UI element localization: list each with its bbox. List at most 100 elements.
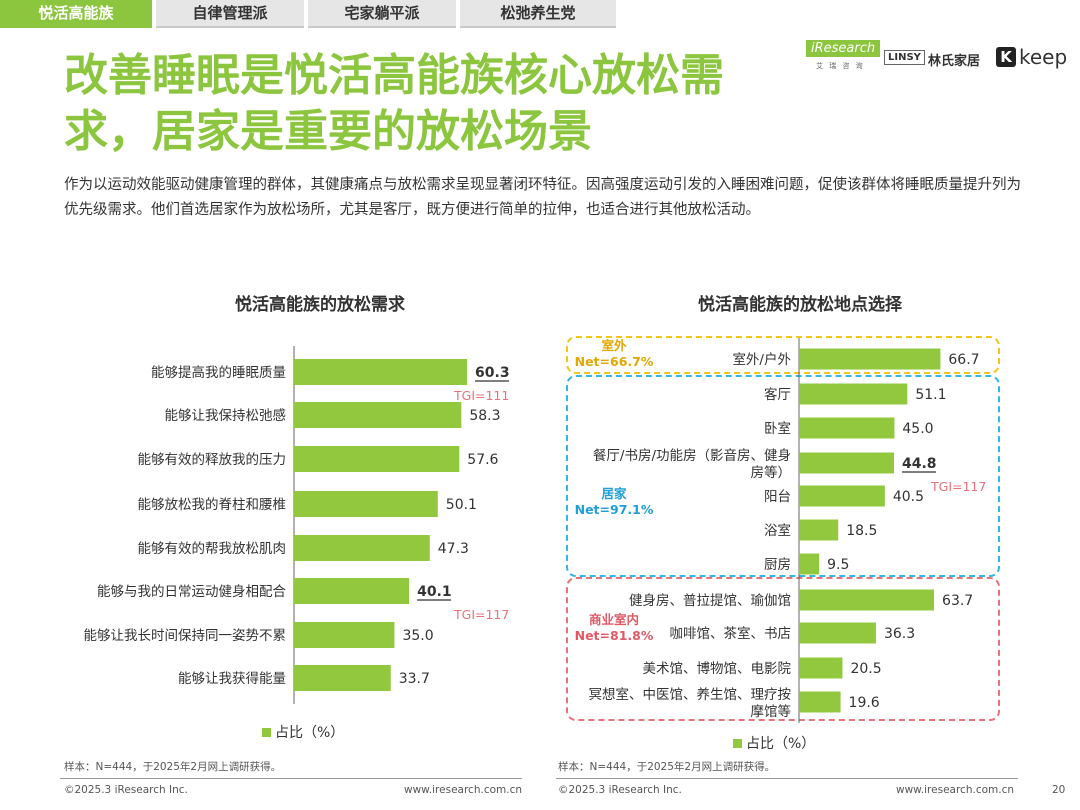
left-chart-value-label: 58.3 <box>469 408 500 424</box>
copyright-left: ©2025.3 iResearch Inc. <box>64 784 188 796</box>
right-chart-value-label: 19.6 <box>849 695 880 711</box>
right-chart-category-label: 室外/户外 <box>732 351 791 368</box>
left-chart-bar <box>294 535 430 561</box>
right-chart-value-label: 36.3 <box>884 626 915 642</box>
left-chart-value-label: 35.0 <box>402 628 433 644</box>
right-chart-bar <box>799 452 894 474</box>
left-chart-bar <box>294 359 468 385</box>
partner-logos: iResearch 艾 瑞 咨 询 LINSY 林氏家居 K keep <box>806 40 1076 76</box>
left-chart-bar <box>294 622 395 648</box>
iresearch-logo: iResearch <box>806 40 881 57</box>
right-chart-bar <box>799 519 839 541</box>
linsy-logo: LINSY <box>884 50 925 65</box>
left-chart-bar <box>294 665 391 691</box>
sample-note-right: 样本：N=444，于2025年2月网上调研获得。 <box>558 761 776 773</box>
right-chart-bar <box>799 553 820 575</box>
right-chart-category-label: 摩馆等 <box>751 703 792 720</box>
right-chart-category-label: 美术馆、博物馆、电影院 <box>643 660 792 677</box>
tab-active[interactable]: 悦活高能族 <box>0 0 152 28</box>
right-chart-value-label: 40.5 <box>893 489 924 505</box>
right-chart-value-label: 66.7 <box>948 352 979 368</box>
right-chart-bar <box>799 348 941 370</box>
left-chart-category-label: 能够让我获得能量 <box>178 670 286 687</box>
commercial-group-name: 商业室内 <box>588 612 639 627</box>
right-chart-value-label: 51.1 <box>915 387 946 403</box>
tab[interactable]: 宅家躺平派 <box>308 0 456 28</box>
left-chart-category-label: 能够有效的帮我放松肌肉 <box>138 541 287 557</box>
outdoor-group-label: 室外 Net=66.7% <box>568 338 660 370</box>
left-chart-category-label: 能够放松我的脊柱和腰椎 <box>138 497 287 513</box>
copyright-right: ©2025.3 iResearch Inc. <box>558 784 682 796</box>
keep-logo: keep <box>1019 45 1068 69</box>
left-chart-value-label: 47.3 <box>438 541 469 557</box>
right-chart-category-label: 冥想室、中医馆、养生馆、理疗按 <box>589 686 792 703</box>
left-chart-legend-swatch <box>262 728 271 737</box>
left-chart-tgi-label: TGI=117 <box>453 607 509 622</box>
right-chart-bar <box>799 383 908 405</box>
right-chart-value-label: 44.8 <box>902 456 937 472</box>
sample-note-left: 样本：N=444，于2025年2月网上调研获得。 <box>64 761 282 773</box>
footer-divider-left <box>60 778 522 779</box>
right-chart-category-label: 客厅 <box>764 386 791 403</box>
home-group-name: 居家 <box>601 486 627 501</box>
left-chart-value-label: 40.1 <box>417 584 452 600</box>
right-chart-category-label: 餐厅/书房/功能房（影音房、健身 <box>593 447 791 464</box>
commercial-group-box <box>566 577 1000 721</box>
page-title: 改善睡眠是悦活高能族核心放松需求，居家是重要的放松场景 <box>64 50 724 157</box>
left-chart-tgi-label: TGI=111 <box>453 388 509 403</box>
left-chart-bar <box>294 446 460 472</box>
left-chart-value-label: 50.1 <box>446 497 477 513</box>
right-chart-value-label: 45.0 <box>902 421 933 437</box>
right-chart-bar <box>799 622 876 644</box>
left-chart-category-label: 能够有效的释放我的压力 <box>138 452 287 468</box>
right-chart-value-label: 63.7 <box>942 593 973 609</box>
right-chart-bar <box>799 485 885 507</box>
right-chart-value-label: 20.5 <box>850 661 881 677</box>
left-chart-value-label: 57.6 <box>467 452 498 468</box>
home-group-box <box>566 375 1000 577</box>
outdoor-group-name: 室外 <box>601 338 627 353</box>
right-chart-value-label: 9.5 <box>827 557 849 573</box>
chart-title-right: 悦活高能族的放松地点选择 <box>698 295 902 315</box>
right-chart-category-label: 阳台 <box>764 489 791 505</box>
left-chart-legend-label: 占比（%） <box>275 725 344 741</box>
left-chart-bar <box>294 491 438 517</box>
left-chart-category-label: 能够提高我的睡眠质量 <box>151 364 286 381</box>
left-chart-value-label: 33.7 <box>399 671 430 687</box>
left-chart-category-label: 能够让我保持松弛感 <box>165 407 287 424</box>
url-left[interactable]: www.iresearch.com.cn <box>404 784 523 796</box>
commercial-group-net: Net=81.8% <box>574 628 654 643</box>
right-chart-category-label: 厨房 <box>764 557 791 573</box>
tab[interactable]: 松弛养生党 <box>460 0 616 28</box>
right-chart-category-label: 房等） <box>751 464 792 481</box>
left-chart-category-label: 能够与我的日常运动健身相配合 <box>97 584 286 600</box>
right-chart-value-label: 18.5 <box>846 523 877 539</box>
right-chart-bar <box>799 691 841 713</box>
iresearch-logo-sub: 艾 瑞 咨 询 <box>816 62 865 70</box>
right-chart-bar <box>799 589 935 611</box>
home-group-net: Net=97.1% <box>574 502 654 517</box>
tab[interactable]: 自律管理派 <box>156 0 304 28</box>
right-chart-category-label: 浴室 <box>764 522 791 539</box>
right-chart-tgi-label: TGI=117 <box>930 479 986 494</box>
commercial-group-label: 商业室内 Net=81.8% <box>568 612 660 644</box>
right-chart-bar <box>799 417 895 439</box>
left-chart-value-label: 60.3 <box>475 365 510 381</box>
outdoor-group-net: Net=66.7% <box>574 354 654 369</box>
footer-divider-right <box>556 778 1018 779</box>
url-right[interactable]: www.iresearch.com.cn <box>896 784 1015 796</box>
right-chart-legend-swatch <box>733 739 742 748</box>
page-number: 20 <box>1052 784 1066 796</box>
right-chart-legend-label: 占比（%） <box>746 736 815 752</box>
home-group-label: 居家 Net=97.1% <box>568 486 660 518</box>
tab-bar: 悦活高能族 自律管理派 宅家躺平派 松弛养生党 <box>0 0 1080 28</box>
keep-logo-icon: K <box>996 47 1016 67</box>
right-chart-category-label: 健身房、普拉提馆、瑜伽馆 <box>629 593 791 609</box>
right-chart-bar <box>799 657 843 679</box>
left-chart-bar <box>294 402 462 428</box>
outdoor-group-box <box>566 336 1000 374</box>
left-chart-category-label: 能够让我长时间保持同一姿势不累 <box>84 628 287 644</box>
left-chart-bar <box>294 578 410 604</box>
chart-title-left: 悦活高能族的放松需求 <box>235 295 405 315</box>
